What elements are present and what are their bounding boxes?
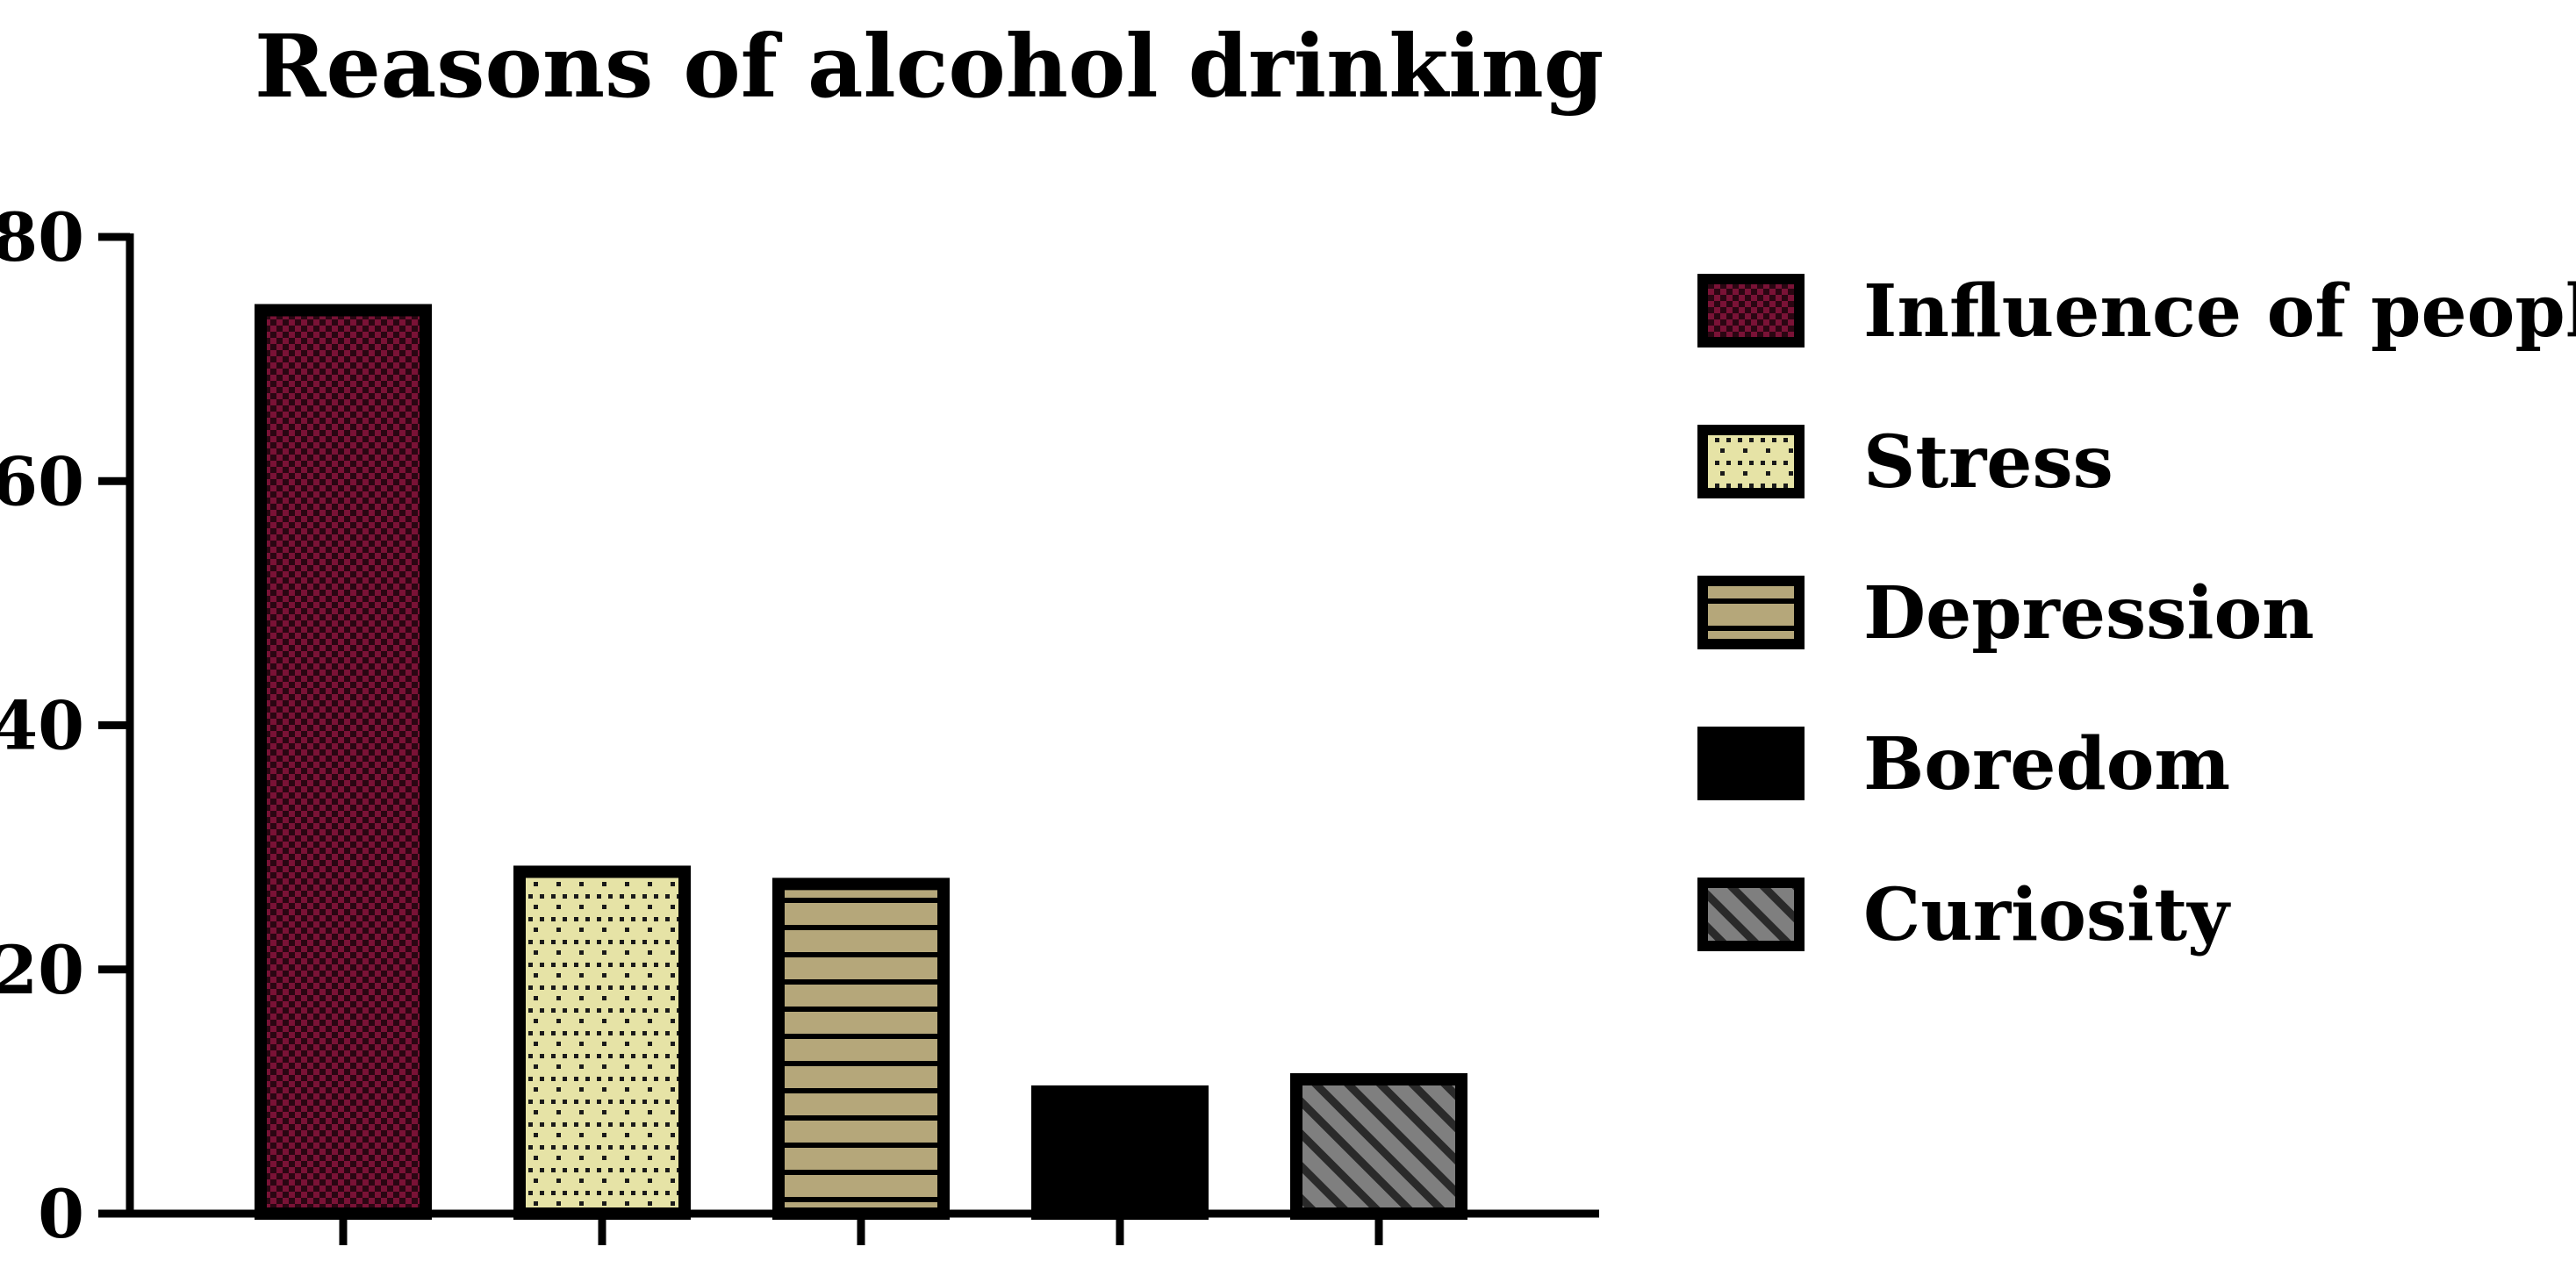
y-tick-label: 80 xyxy=(0,198,84,276)
y-tick-label: 20 xyxy=(0,931,84,1009)
legend-label: Boredom xyxy=(1863,722,2230,806)
legend-swatch xyxy=(1697,274,1805,347)
legend-label: Curiosity xyxy=(1863,873,2231,957)
legend-item: Influence of people xyxy=(1697,269,2576,354)
legend-item: Curiosity xyxy=(1697,873,2231,957)
bar-curiosity xyxy=(1290,1072,1467,1221)
bars xyxy=(255,304,1467,1221)
legend-swatch xyxy=(1697,425,1805,498)
y-tick-label: 60 xyxy=(0,442,84,520)
y-tick-label: 0 xyxy=(38,1175,84,1253)
legend-swatch xyxy=(1697,727,1805,800)
legend-swatch xyxy=(1697,878,1805,951)
legend: Influence of people Stress Depression Bored… xyxy=(1697,269,2576,957)
legend-swatch xyxy=(1697,576,1805,649)
legend-label: Depression xyxy=(1863,571,2314,656)
legend-label: Influence of people xyxy=(1863,269,2576,354)
bar-boredom xyxy=(1031,1085,1209,1220)
y-tick-label: 40 xyxy=(0,687,84,765)
legend-label: Stress xyxy=(1863,420,2113,505)
legend-item: Boredom xyxy=(1697,722,2230,806)
y-axis: 0 20 40 60 80 xyxy=(0,198,134,1253)
legend-item: Depression xyxy=(1697,571,2314,656)
chart-title: Reasons of alcohol drinking xyxy=(255,17,1604,118)
bar-depression xyxy=(772,878,950,1220)
bar-stress xyxy=(513,865,691,1220)
legend-item: Stress xyxy=(1697,420,2113,505)
bar-influence-of-people xyxy=(255,304,432,1221)
